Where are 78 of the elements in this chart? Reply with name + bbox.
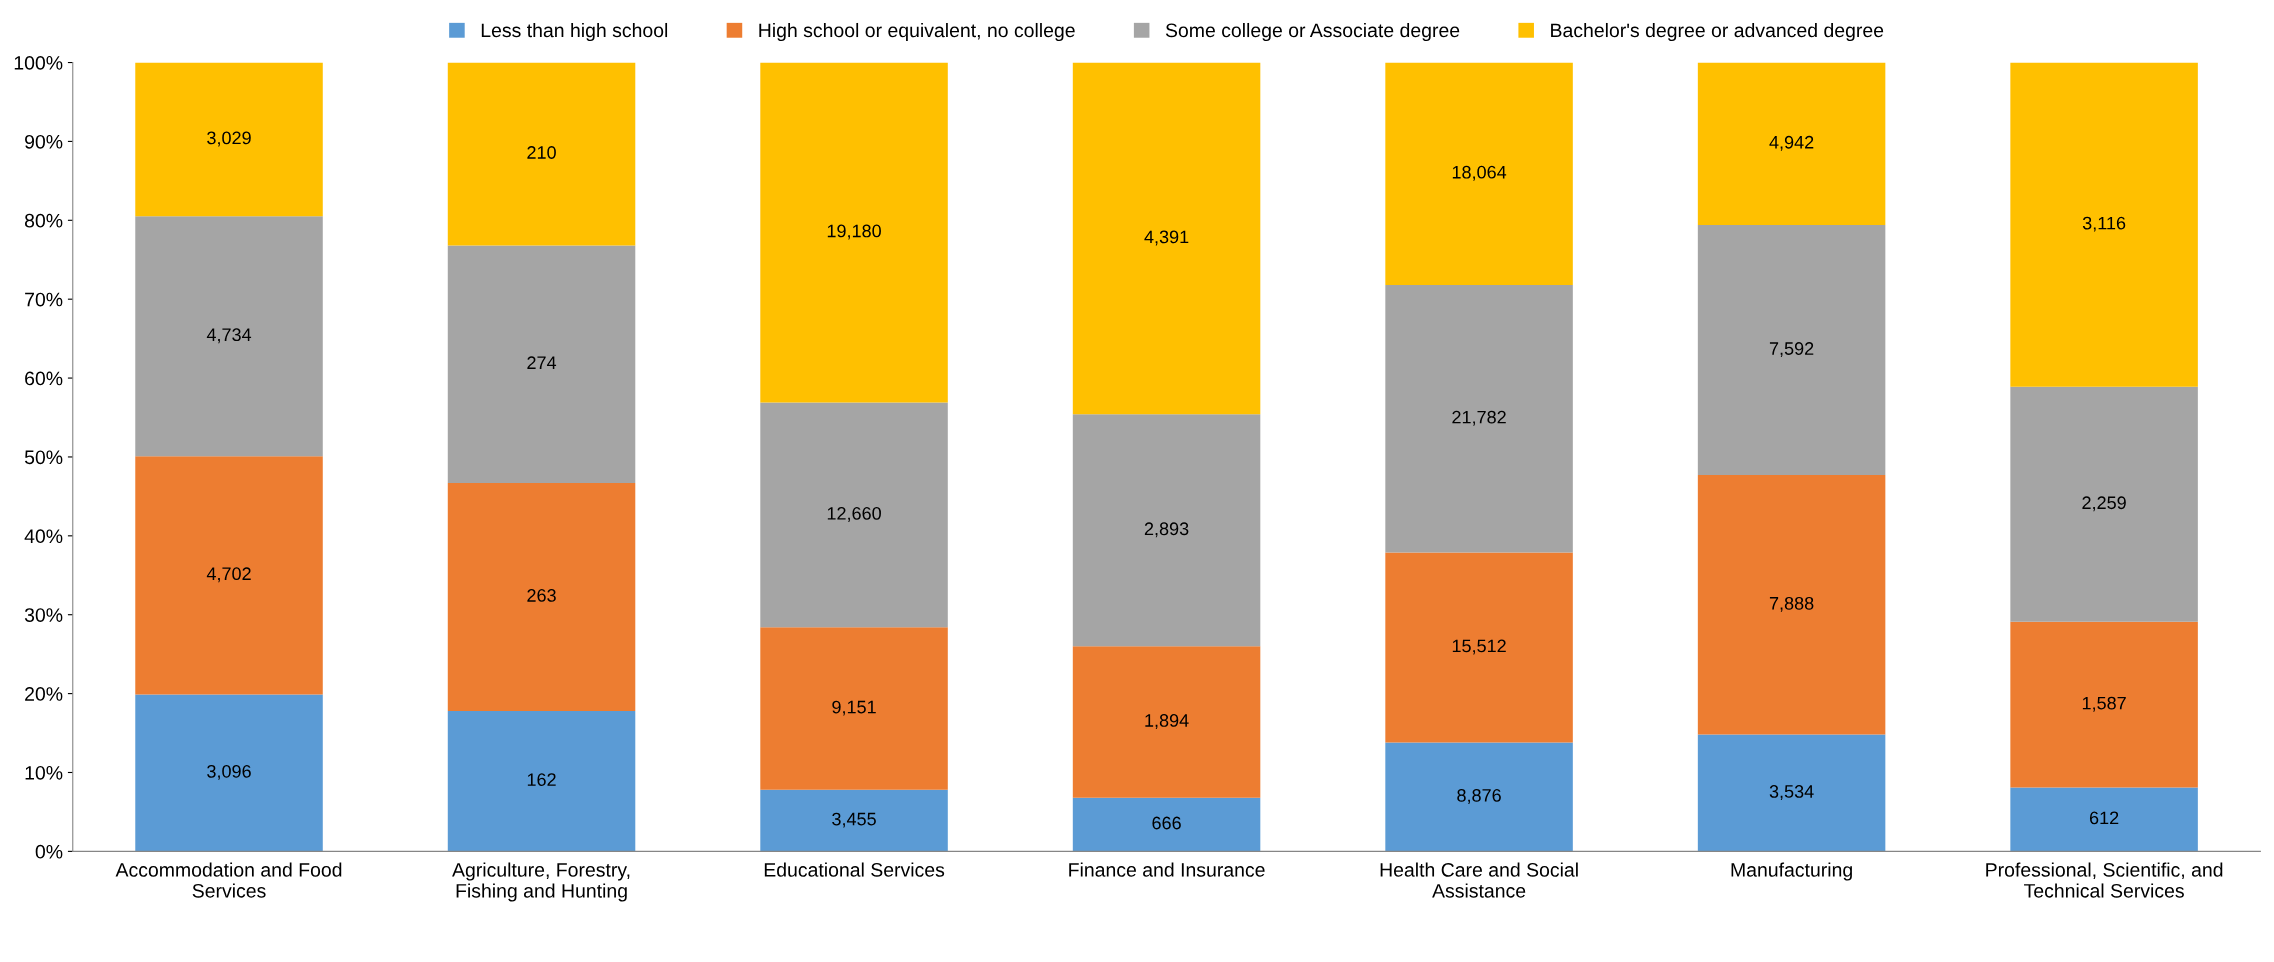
bar xyxy=(1697,225,1886,476)
annotation: 3,534 xyxy=(1769,785,1814,800)
bar xyxy=(1385,284,1573,553)
bar xyxy=(447,710,636,852)
bar xyxy=(760,62,948,403)
x-tick-label: Educational Services xyxy=(764,862,945,877)
annotation: 612 xyxy=(2089,811,2119,825)
bar xyxy=(760,402,948,628)
annotation: 4,734 xyxy=(206,328,252,344)
annotation: 21,782 xyxy=(1452,410,1506,426)
annotation: 7,592 xyxy=(1769,342,1814,358)
bar xyxy=(447,245,636,483)
bar xyxy=(447,482,636,711)
bar xyxy=(2010,787,2198,852)
annotation: 1,894 xyxy=(1145,714,1189,729)
annotation: 4,702 xyxy=(206,567,251,583)
annotation: 3,096 xyxy=(207,764,251,780)
annotation: 19,180 xyxy=(827,224,881,240)
y-tick-label: 40% xyxy=(24,529,63,544)
y-tick-label: 90% xyxy=(25,134,63,149)
bar xyxy=(135,694,323,852)
bar xyxy=(1072,62,1261,415)
bar xyxy=(1385,742,1573,852)
annotation: 7,888 xyxy=(1769,596,1814,612)
legend-label: Less than high school xyxy=(481,22,668,42)
bar xyxy=(1385,552,1573,743)
bar xyxy=(760,627,948,790)
bar xyxy=(135,62,323,217)
annotation: 3,116 xyxy=(2082,216,2126,232)
x-tick-label: Professional, Scientific, and Technical Services xyxy=(1986,862,2223,898)
y-tick-label: 60% xyxy=(25,371,63,386)
bar xyxy=(1697,734,1886,852)
bar xyxy=(135,216,323,457)
annotation: 210 xyxy=(527,146,556,159)
bar xyxy=(760,789,948,852)
bar xyxy=(2010,621,2198,788)
bar xyxy=(2010,386,2198,622)
legend-label: Bachelor's degree or advanced degree xyxy=(1551,22,1884,42)
annotation: 8,876 xyxy=(1457,789,1501,804)
x-tick-label: Agriculture, Forestry, Fishing and Hunting xyxy=(452,862,630,902)
annotation: 9,151 xyxy=(832,700,876,716)
y-tick-label: 100% xyxy=(14,56,63,70)
bar xyxy=(447,62,636,246)
annotation: 274 xyxy=(527,356,557,369)
bar xyxy=(135,456,323,695)
x-tick-label: Manufacturing xyxy=(1731,862,1852,881)
y-tick-label: 30% xyxy=(24,608,63,622)
legend-label: Some college or Associate degree xyxy=(1165,22,1460,42)
bar xyxy=(1072,414,1261,647)
y-tick-label: 50% xyxy=(24,450,63,465)
y-tick-label: 10% xyxy=(25,765,63,780)
bar xyxy=(1697,62,1886,226)
y-tick-label: 70% xyxy=(25,292,63,307)
bar xyxy=(1697,475,1886,735)
annotation: 15,512 xyxy=(1452,639,1506,655)
annotation: 4,391 xyxy=(1144,230,1189,246)
annotation: 263 xyxy=(527,589,556,602)
annotation: 18,064 xyxy=(1452,165,1507,181)
annotation: 162 xyxy=(527,773,556,787)
annotation: 3,455 xyxy=(832,812,876,828)
legend-label: High school or equivalent, no college xyxy=(759,22,1075,42)
bar xyxy=(1385,62,1573,285)
annotation: 2,893 xyxy=(1144,522,1189,538)
annotation: 4,942 xyxy=(1769,135,1814,151)
annotation: 3,029 xyxy=(207,131,251,147)
y-tick-label: 80% xyxy=(24,213,63,228)
y-tick-label: 20% xyxy=(25,687,63,701)
x-tick-label: Finance and Insurance xyxy=(1069,862,1265,877)
bar xyxy=(1072,646,1261,798)
annotation: 2,259 xyxy=(2082,496,2126,512)
y-tick-label: 0% xyxy=(35,844,63,859)
bar xyxy=(1072,797,1261,852)
x-tick-label: Accommodation and Food Services xyxy=(115,862,342,898)
annotation: 1,587 xyxy=(2082,696,2126,712)
annotation: 666 xyxy=(1152,816,1181,830)
x-tick-label: Health Care and Social Assistance xyxy=(1380,862,1578,898)
bar xyxy=(2010,62,2198,387)
annotation: 12,660 xyxy=(827,506,881,522)
